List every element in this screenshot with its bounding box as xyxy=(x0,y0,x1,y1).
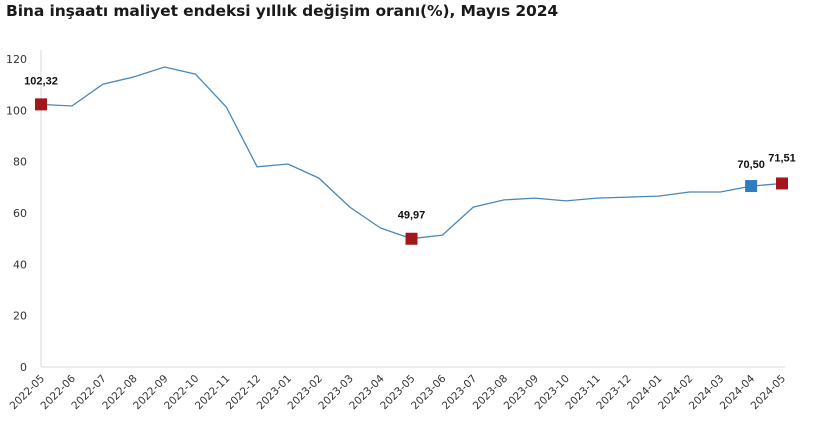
y-tick-label: 40 xyxy=(13,258,27,271)
y-tick-label: 120 xyxy=(6,53,27,66)
y-tick-label: 80 xyxy=(13,156,27,169)
data-label: 71,51 xyxy=(768,152,796,164)
data-point-marker xyxy=(745,180,758,193)
data-label: 49,97 xyxy=(398,210,426,222)
data-label: 70,50 xyxy=(737,159,765,171)
y-tick-label: 100 xyxy=(6,104,27,117)
y-tick-label: 0 xyxy=(20,361,27,374)
data-label: 102,32 xyxy=(24,75,58,87)
data-point-marker xyxy=(405,232,418,245)
x-axis: 2022-052022-062022-072022-082022-092022-… xyxy=(8,366,788,412)
data-point-marker xyxy=(776,177,788,190)
data-point-marker xyxy=(35,98,47,111)
y-axis: 0 20 40 60 80 100 120 xyxy=(6,50,42,374)
y-tick-label: 60 xyxy=(13,207,27,220)
chart-title: Bina inşaatı maliyet endeksi yıllık deği… xyxy=(6,2,559,20)
y-tick-label: 20 xyxy=(13,310,27,323)
